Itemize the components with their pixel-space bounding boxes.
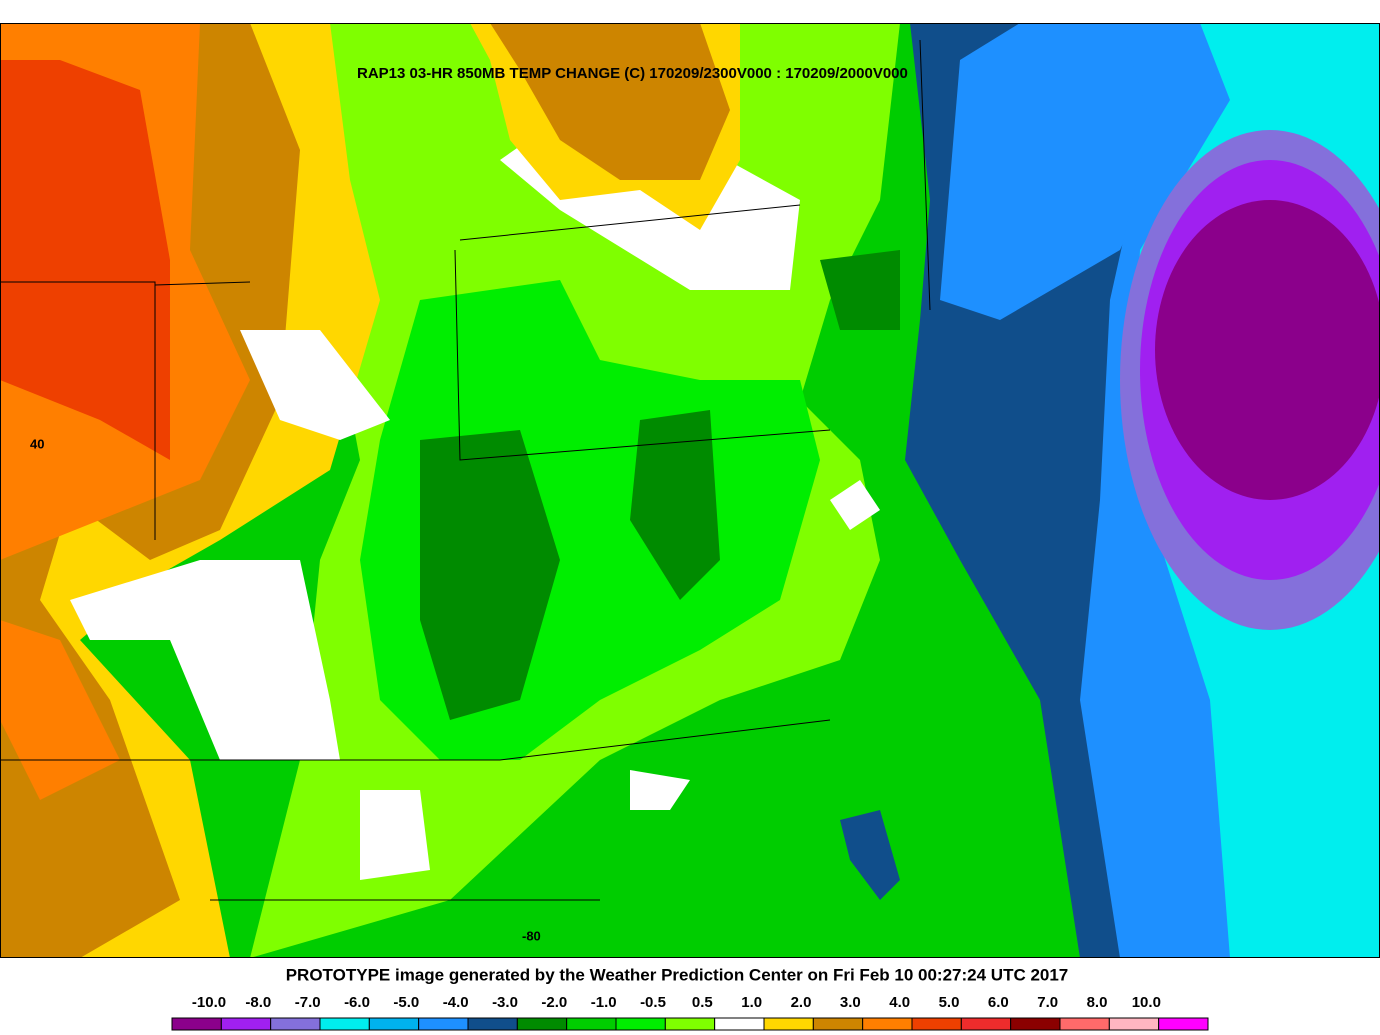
colorbar-label: -7.0 <box>295 994 321 1011</box>
colorbar-box <box>1158 1017 1209 1031</box>
colorbar: -10.0 -8.0 -7.0 -6.0 -5.0 -4.0 -3.0 -2.0 -1.0 -0.… <box>171 994 1209 1031</box>
colorbar-label: -1.0 <box>591 994 617 1011</box>
colorbar-box <box>812 1017 864 1031</box>
colorbar-box <box>270 1017 321 1031</box>
colorbar-box <box>171 1017 222 1031</box>
colorbar-box <box>714 1017 765 1031</box>
colorbar-label: -4.0 <box>443 994 469 1011</box>
colorbar-box <box>664 1017 716 1031</box>
colorbar-label: 10.0 <box>1132 994 1161 1011</box>
map-title: RAP13 03-HR 850MB TEMP CHANGE (C) 170209… <box>357 65 908 82</box>
colorbar-box <box>516 1017 568 1031</box>
colorbar-label: -0.5 <box>640 994 666 1011</box>
state-lines <box>0 39 931 901</box>
map: RAP13 03-HR 850MB TEMP CHANGE (C) 170209… <box>0 23 1380 958</box>
colorbar-label: 6.0 <box>988 994 1009 1011</box>
colorbar-box <box>319 1017 370 1031</box>
boundaries <box>0 39 931 901</box>
colorbar-box <box>862 1017 913 1031</box>
region <box>70 90 880 880</box>
colorbar-label: 0.5 <box>692 994 713 1011</box>
region <box>1155 200 1380 500</box>
colorbar-label: 8.0 <box>1087 994 1108 1011</box>
region <box>420 250 900 720</box>
colorbar-label: -6.0 <box>344 994 370 1011</box>
colorbar-box <box>220 1017 272 1031</box>
colorbar-box <box>960 1017 1012 1031</box>
colorbar-label: 3.0 <box>840 994 861 1011</box>
region <box>940 23 1180 320</box>
region <box>490 23 730 180</box>
colorbar-box <box>615 1017 666 1031</box>
colorbar-box <box>1059 1017 1110 1031</box>
colorbar-box <box>467 1017 518 1031</box>
colorbar-label: 5.0 <box>939 994 960 1011</box>
latitude-label: 40 <box>30 436 44 451</box>
colorbar-label: 4.0 <box>889 994 910 1011</box>
region <box>0 60 170 460</box>
region <box>840 810 900 900</box>
colorbar-label: 1.0 <box>741 994 762 1011</box>
colorbar-label: -3.0 <box>492 994 518 1011</box>
colorbar-box <box>566 1017 617 1031</box>
longitude-label: -80 <box>522 928 541 943</box>
colorbar-box <box>368 1017 420 1031</box>
colorbar-box <box>911 1017 962 1031</box>
colorbar-box <box>1010 1017 1061 1031</box>
colorbar-label: -10.0 <box>192 994 226 1011</box>
colorbar-label: 2.0 <box>791 994 812 1011</box>
colorbar-label: 7.0 <box>1037 994 1058 1011</box>
colorbar-box <box>418 1017 469 1031</box>
colorbar-label: -8.0 <box>245 994 271 1011</box>
colorbar-box <box>1108 1017 1160 1031</box>
colorbar-label: -5.0 <box>393 994 419 1011</box>
footer-text: PROTOTYPE image generated by the Weather… <box>286 965 1069 984</box>
colorbar-box <box>763 1017 814 1031</box>
colorbar-label: -2.0 <box>541 994 567 1011</box>
